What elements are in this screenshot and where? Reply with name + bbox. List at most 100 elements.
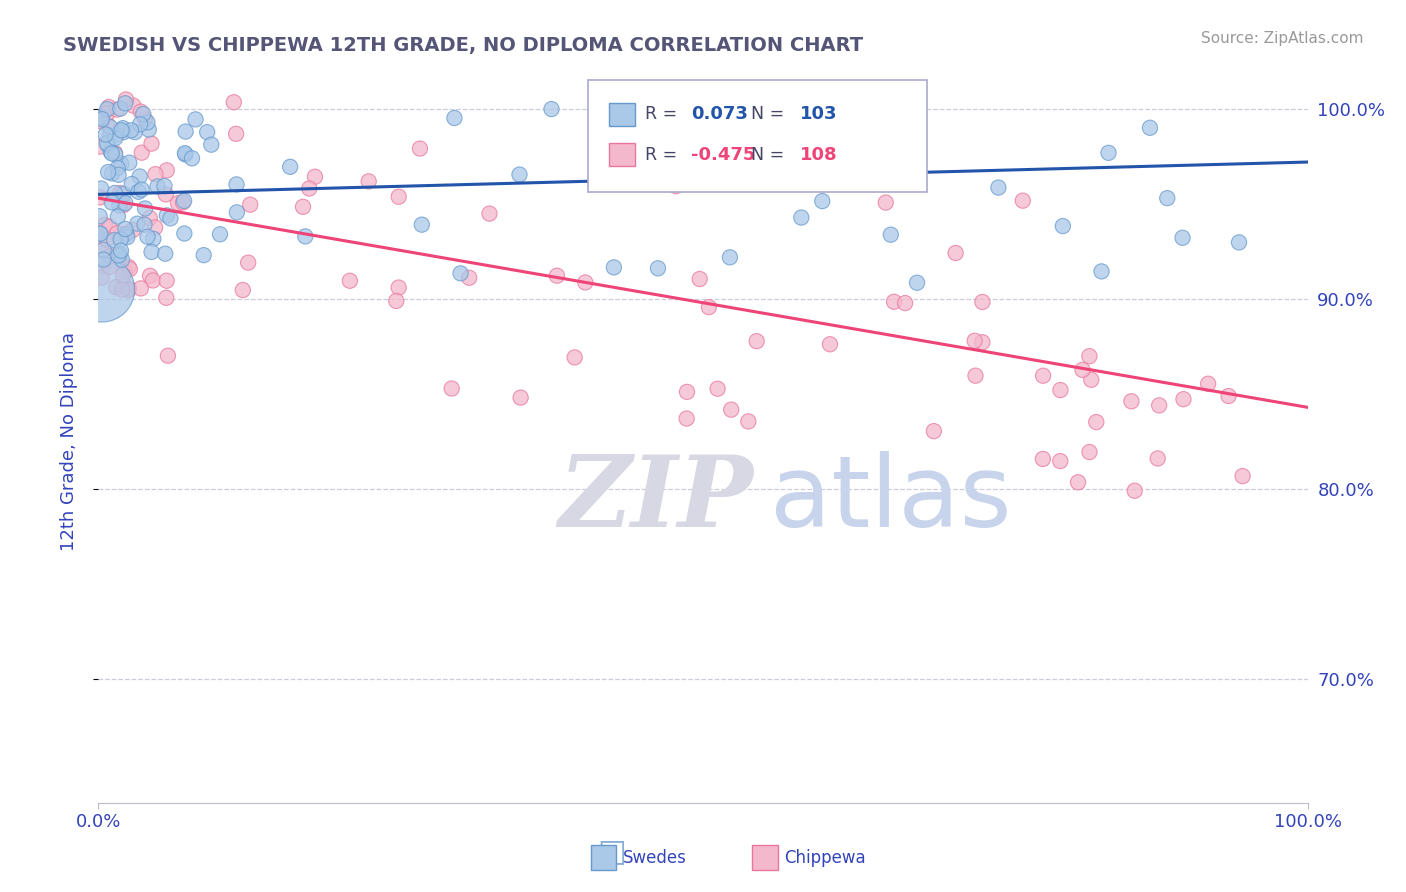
Point: [232, 283, 254, 297]
FancyBboxPatch shape: [588, 80, 927, 193]
Point: [134, 112, 156, 127]
Point: [1071, 363, 1094, 377]
Point: [1090, 264, 1112, 278]
Point: [1097, 145, 1119, 160]
Point: [1227, 235, 1250, 250]
Point: [987, 180, 1010, 194]
Point: [114, 222, 136, 236]
Point: [880, 227, 903, 242]
Point: [388, 190, 411, 204]
Point: [96, 102, 118, 116]
Point: [97, 165, 120, 179]
Point: [90, 270, 112, 285]
Point: [156, 208, 179, 222]
Point: [1049, 383, 1071, 397]
Point: [101, 146, 124, 161]
Point: [115, 227, 138, 242]
Point: [195, 125, 218, 139]
Point: [173, 227, 195, 241]
Point: [1078, 445, 1101, 459]
Point: [97, 100, 120, 114]
Point: [675, 411, 697, 425]
Point: [883, 294, 905, 309]
Point: [89, 190, 111, 204]
Point: [745, 334, 768, 348]
Point: [508, 168, 530, 182]
Point: [139, 211, 162, 225]
Point: [174, 146, 197, 161]
Point: [156, 349, 179, 363]
Point: [131, 183, 153, 197]
Point: [159, 211, 181, 226]
Point: [101, 166, 124, 180]
Point: [167, 196, 190, 211]
Point: [339, 274, 361, 288]
Point: [97, 138, 120, 153]
Point: [790, 211, 813, 225]
Point: [697, 300, 720, 314]
Point: [509, 391, 531, 405]
Text: 0.073: 0.073: [690, 105, 748, 123]
Point: [1146, 451, 1168, 466]
Point: [112, 186, 135, 201]
Point: [101, 195, 124, 210]
Point: [357, 174, 380, 188]
Point: [134, 218, 156, 232]
Point: [225, 205, 247, 219]
Point: [278, 160, 301, 174]
Point: [90, 114, 112, 128]
Point: [110, 123, 132, 137]
Point: [120, 123, 142, 137]
Point: [146, 179, 169, 194]
Point: [100, 145, 122, 159]
Point: [118, 281, 141, 295]
Point: [665, 179, 688, 194]
Point: [458, 270, 481, 285]
Point: [93, 218, 115, 232]
Point: [90, 243, 112, 257]
Point: [718, 250, 741, 264]
Point: [129, 104, 152, 119]
Point: [114, 196, 136, 211]
Point: [89, 209, 111, 223]
Text: ZIP: ZIP: [558, 451, 752, 548]
Point: [238, 255, 260, 269]
Point: [112, 198, 135, 212]
Text: 103: 103: [800, 105, 837, 123]
Point: [443, 111, 465, 125]
Point: [98, 120, 121, 134]
Point: [121, 177, 143, 191]
Point: [155, 246, 177, 260]
Point: [134, 202, 156, 216]
Point: [112, 268, 135, 283]
Point: [89, 227, 111, 241]
Point: [603, 260, 626, 275]
Point: [818, 337, 841, 351]
Point: [294, 229, 316, 244]
Point: [111, 121, 134, 136]
Point: [222, 95, 245, 110]
Point: [564, 351, 586, 365]
Point: [110, 232, 132, 246]
Point: [91, 282, 114, 296]
Point: [1218, 389, 1240, 403]
Point: [110, 102, 132, 116]
Point: [105, 103, 128, 117]
Point: [546, 268, 568, 283]
Point: [963, 334, 986, 348]
Point: [90, 112, 112, 127]
Point: [304, 169, 326, 184]
Text: Source: ZipAtlas.com: Source: ZipAtlas.com: [1201, 31, 1364, 46]
Point: [720, 402, 742, 417]
Point: [737, 414, 759, 428]
Point: [118, 262, 141, 277]
Point: [129, 117, 152, 131]
Point: [174, 147, 197, 161]
Text: □: □: [598, 838, 626, 866]
Point: [1139, 120, 1161, 135]
Point: [1011, 194, 1033, 208]
Point: [96, 117, 118, 131]
Point: [139, 268, 162, 283]
Point: [1067, 475, 1090, 490]
Point: [111, 283, 134, 297]
